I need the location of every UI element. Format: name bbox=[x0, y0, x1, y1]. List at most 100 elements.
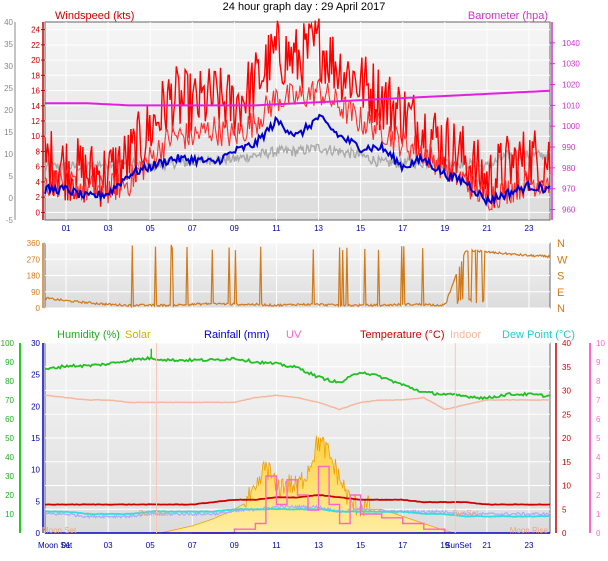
moonset-label: Moon Set bbox=[42, 526, 77, 535]
compass-label: N bbox=[557, 303, 565, 315]
wind-title: Windspeed (kts) bbox=[55, 10, 134, 22]
wind-tick-label: 12 bbox=[31, 117, 40, 126]
temp-tick-label: 30 bbox=[562, 387, 571, 396]
uv-line bbox=[192, 465, 446, 534]
x-tick-label: 13 bbox=[314, 224, 323, 233]
x-tick-label: 03 bbox=[104, 224, 113, 233]
chart-title: 24 hour graph day : 29 April 2017 bbox=[223, 1, 386, 13]
alt-tick-label: 5 bbox=[9, 172, 14, 181]
x-tick-label: 13 bbox=[314, 541, 323, 550]
rain-tick-label: 5 bbox=[36, 497, 41, 506]
uv-tick-label: 10 bbox=[596, 339, 605, 348]
moonrise-label: Moon Rise bbox=[510, 526, 549, 535]
alt-tick-label: 0 bbox=[9, 194, 14, 203]
feels-like-line bbox=[45, 504, 551, 520]
uv-tick-label: 4 bbox=[596, 453, 601, 462]
uv-tick-label: 5 bbox=[596, 434, 601, 443]
indoor-title: Indoor bbox=[450, 329, 482, 341]
x-tick-label: 21 bbox=[482, 224, 491, 233]
x-tick-label: 17 bbox=[398, 224, 407, 233]
compass-label: W bbox=[557, 254, 568, 266]
humidity-tick-label: 10 bbox=[5, 510, 14, 519]
compass-label: S bbox=[557, 271, 564, 283]
temp-tick-label: 25 bbox=[562, 410, 571, 419]
x-tick-label: 19 bbox=[440, 224, 449, 233]
wind-tick-label: 14 bbox=[31, 102, 40, 111]
baro-tick-label: 980 bbox=[562, 164, 576, 173]
humidity-tick-label: 80 bbox=[5, 377, 14, 386]
uv-title: UV bbox=[286, 329, 302, 341]
dir-tick-label: 180 bbox=[27, 272, 41, 281]
temp-tick-label: 5 bbox=[562, 505, 567, 514]
humidity-tick-label: 40 bbox=[5, 453, 14, 462]
baro-tick-label: 990 bbox=[562, 143, 576, 152]
dew-point-line bbox=[44, 507, 551, 518]
wind-tick-label: 16 bbox=[31, 87, 40, 96]
baro-tick-label: 1040 bbox=[562, 39, 580, 48]
wind-tick-label: 18 bbox=[31, 71, 40, 80]
compass-label: E bbox=[557, 287, 564, 299]
sunset-bottom-label: SunSet bbox=[445, 541, 472, 550]
moonset-bottom-label: Moon Set bbox=[38, 541, 73, 550]
alt-tick-label: 30 bbox=[4, 62, 13, 71]
x-tick-label: 11 bbox=[272, 541, 281, 550]
humidity-title: Humidity (%) bbox=[57, 329, 120, 341]
x-tick-label: 01 bbox=[62, 224, 71, 233]
x-tick-label: 07 bbox=[188, 224, 197, 233]
uv-tick-label: 3 bbox=[596, 472, 601, 481]
x-tick-label: 17 bbox=[398, 541, 407, 550]
wind-tick-label: 20 bbox=[31, 56, 40, 65]
x-tick-label: 07 bbox=[188, 541, 197, 550]
baro-tick-label: 1020 bbox=[562, 81, 580, 90]
wind-direction-line bbox=[44, 244, 551, 309]
x-tick-label: 11 bbox=[272, 224, 281, 233]
rain-tick-label: 30 bbox=[31, 339, 40, 348]
temp-tick-label: 10 bbox=[562, 482, 571, 491]
rain-tick-label: 15 bbox=[31, 434, 40, 443]
compass-label: N bbox=[557, 238, 565, 250]
uv-tick-label: 7 bbox=[596, 396, 601, 405]
humidity-tick-label: 90 bbox=[5, 358, 14, 367]
wind-tick-label: 4 bbox=[36, 178, 41, 187]
gust-line bbox=[44, 18, 551, 208]
dew-title: Dew Point (°C) bbox=[502, 329, 575, 341]
indoor-temp-line bbox=[44, 394, 551, 411]
humidity-tick-label: 20 bbox=[5, 491, 14, 500]
humidity-tick-label: 100 bbox=[1, 339, 15, 348]
rain-title: Rainfall (mm) bbox=[204, 329, 269, 341]
wind-tick-label: 24 bbox=[31, 26, 40, 35]
dir-tick-label: 270 bbox=[27, 255, 41, 264]
x-tick-label: 15 bbox=[356, 541, 365, 550]
alt-tick-label: 20 bbox=[4, 106, 13, 115]
wind-tick-label: 10 bbox=[31, 132, 40, 141]
baro-tick-label: 960 bbox=[562, 206, 576, 215]
wind-tick-label: 0 bbox=[36, 208, 41, 217]
alt-tick-label: 25 bbox=[4, 84, 13, 93]
alt-tick-label: 40 bbox=[4, 18, 13, 27]
wind-tick-label: 2 bbox=[36, 193, 41, 202]
alt-tick-label: 15 bbox=[4, 128, 13, 137]
uv-tick-label: 8 bbox=[596, 377, 601, 386]
dir-tick-label: 90 bbox=[31, 288, 40, 297]
solar-area bbox=[160, 435, 456, 534]
uv-tick-label: 6 bbox=[596, 415, 601, 424]
temp-title: Temperature (°C) bbox=[360, 329, 444, 341]
temp-tick-label: 15 bbox=[562, 458, 571, 467]
temp-tick-label: 20 bbox=[562, 434, 571, 443]
humidity-tick-label: 30 bbox=[5, 472, 14, 481]
sunrise-label: SunRise bbox=[138, 509, 169, 518]
wind-tick-label: 8 bbox=[36, 147, 41, 156]
wind-tick-label: 6 bbox=[36, 163, 41, 172]
humidity-tick-label: 50 bbox=[5, 434, 14, 443]
wind-avg-line bbox=[44, 113, 551, 207]
dir-tick-label: 360 bbox=[27, 239, 41, 248]
rain-tick-label: 20 bbox=[31, 402, 40, 411]
alt-tick-label: 10 bbox=[4, 150, 13, 159]
x-tick-label: 21 bbox=[482, 541, 491, 550]
x-tick-label: 19 bbox=[440, 541, 449, 550]
baro-line bbox=[45, 89, 551, 107]
rain-tick-label: 10 bbox=[31, 466, 40, 475]
humidity-tick-label: 70 bbox=[5, 396, 14, 405]
wind-line bbox=[44, 78, 551, 211]
